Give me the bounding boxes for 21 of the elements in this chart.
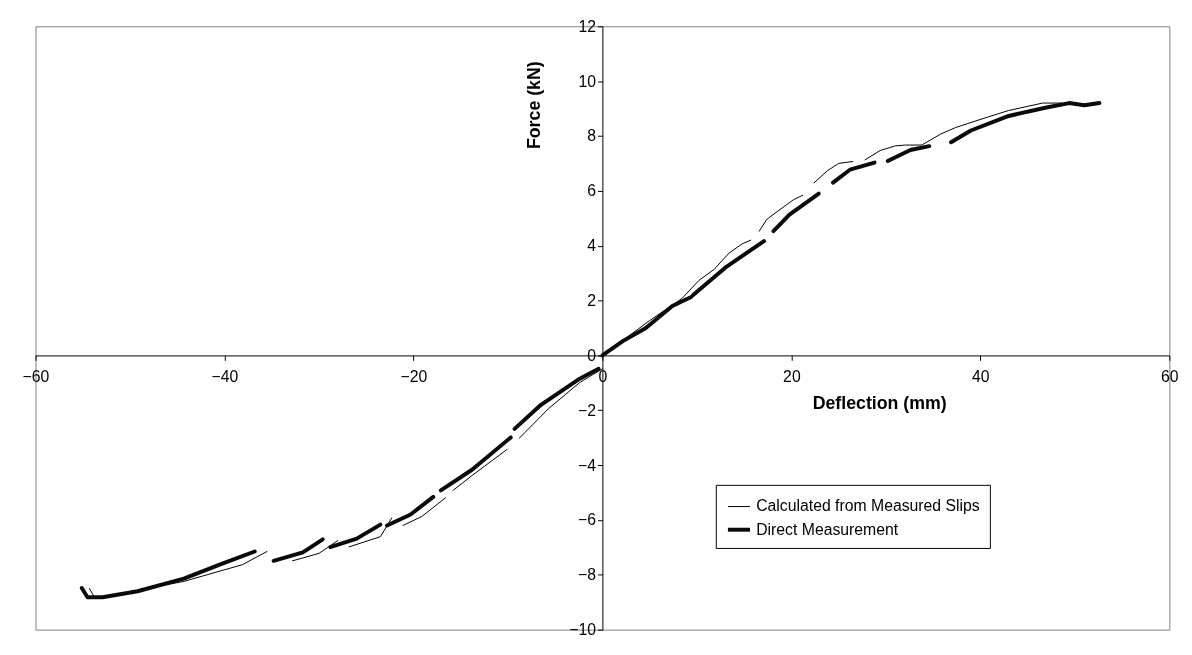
y-tick-label: −10 (569, 621, 597, 639)
y-tick-label: −6 (578, 511, 597, 529)
legend-label: Calculated from Measured Slips (756, 497, 980, 515)
y-axis-title: Force (kN) (523, 61, 544, 150)
x-tick-label: −20 (400, 367, 428, 385)
y-tick-label: 8 (587, 127, 597, 145)
y-tick-label: 12 (578, 17, 596, 35)
y-tick-label: 6 (587, 182, 597, 200)
y-tick-label: −8 (578, 566, 597, 584)
y-tick-label: 4 (587, 237, 597, 255)
x-tick-label: 40 (972, 367, 990, 385)
y-tick-label: 10 (578, 72, 597, 90)
y-tick-label: −2 (578, 401, 596, 419)
y-tick-label: 2 (587, 291, 596, 309)
x-tick-label: −40 (211, 367, 239, 385)
legend-label: Direct Measurement (756, 520, 899, 538)
y-tick-label: −4 (578, 456, 597, 474)
x-tick-label: 60 (1161, 367, 1179, 385)
x-axis-title: Deflection (mm) (812, 393, 947, 414)
x-tick-label: 20 (783, 367, 801, 385)
x-tick-label: −60 (22, 367, 50, 385)
